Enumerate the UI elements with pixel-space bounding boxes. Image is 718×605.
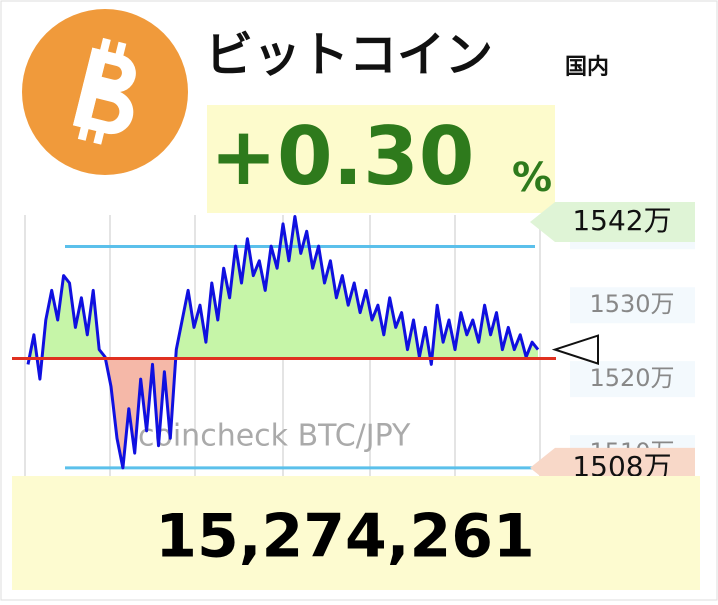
high-tag	[530, 202, 695, 242]
area-down	[28, 358, 432, 468]
y-tick-label: 1520万	[589, 364, 674, 392]
price-box	[12, 476, 700, 590]
current-marker	[551, 334, 599, 365]
market: 国内	[565, 55, 609, 80]
tick-tag	[570, 287, 695, 324]
bitcoin-icon	[22, 9, 188, 175]
change-unit: %	[512, 155, 552, 201]
change: +0.30	[210, 110, 474, 203]
y-tick-label: 1530万	[589, 290, 674, 318]
price-line	[26, 215, 540, 470]
tick-tag	[570, 361, 695, 398]
high-label: 1542万	[572, 204, 671, 237]
plot: coincheck BTC/JPY1540万1530万1520万1510万154…	[12, 202, 695, 488]
area-up	[28, 216, 538, 359]
change-box	[207, 105, 555, 213]
title: ビットコイン	[205, 27, 493, 83]
price: 15,274,261	[155, 502, 535, 572]
watermark: coincheck BTC/JPY	[138, 419, 411, 454]
